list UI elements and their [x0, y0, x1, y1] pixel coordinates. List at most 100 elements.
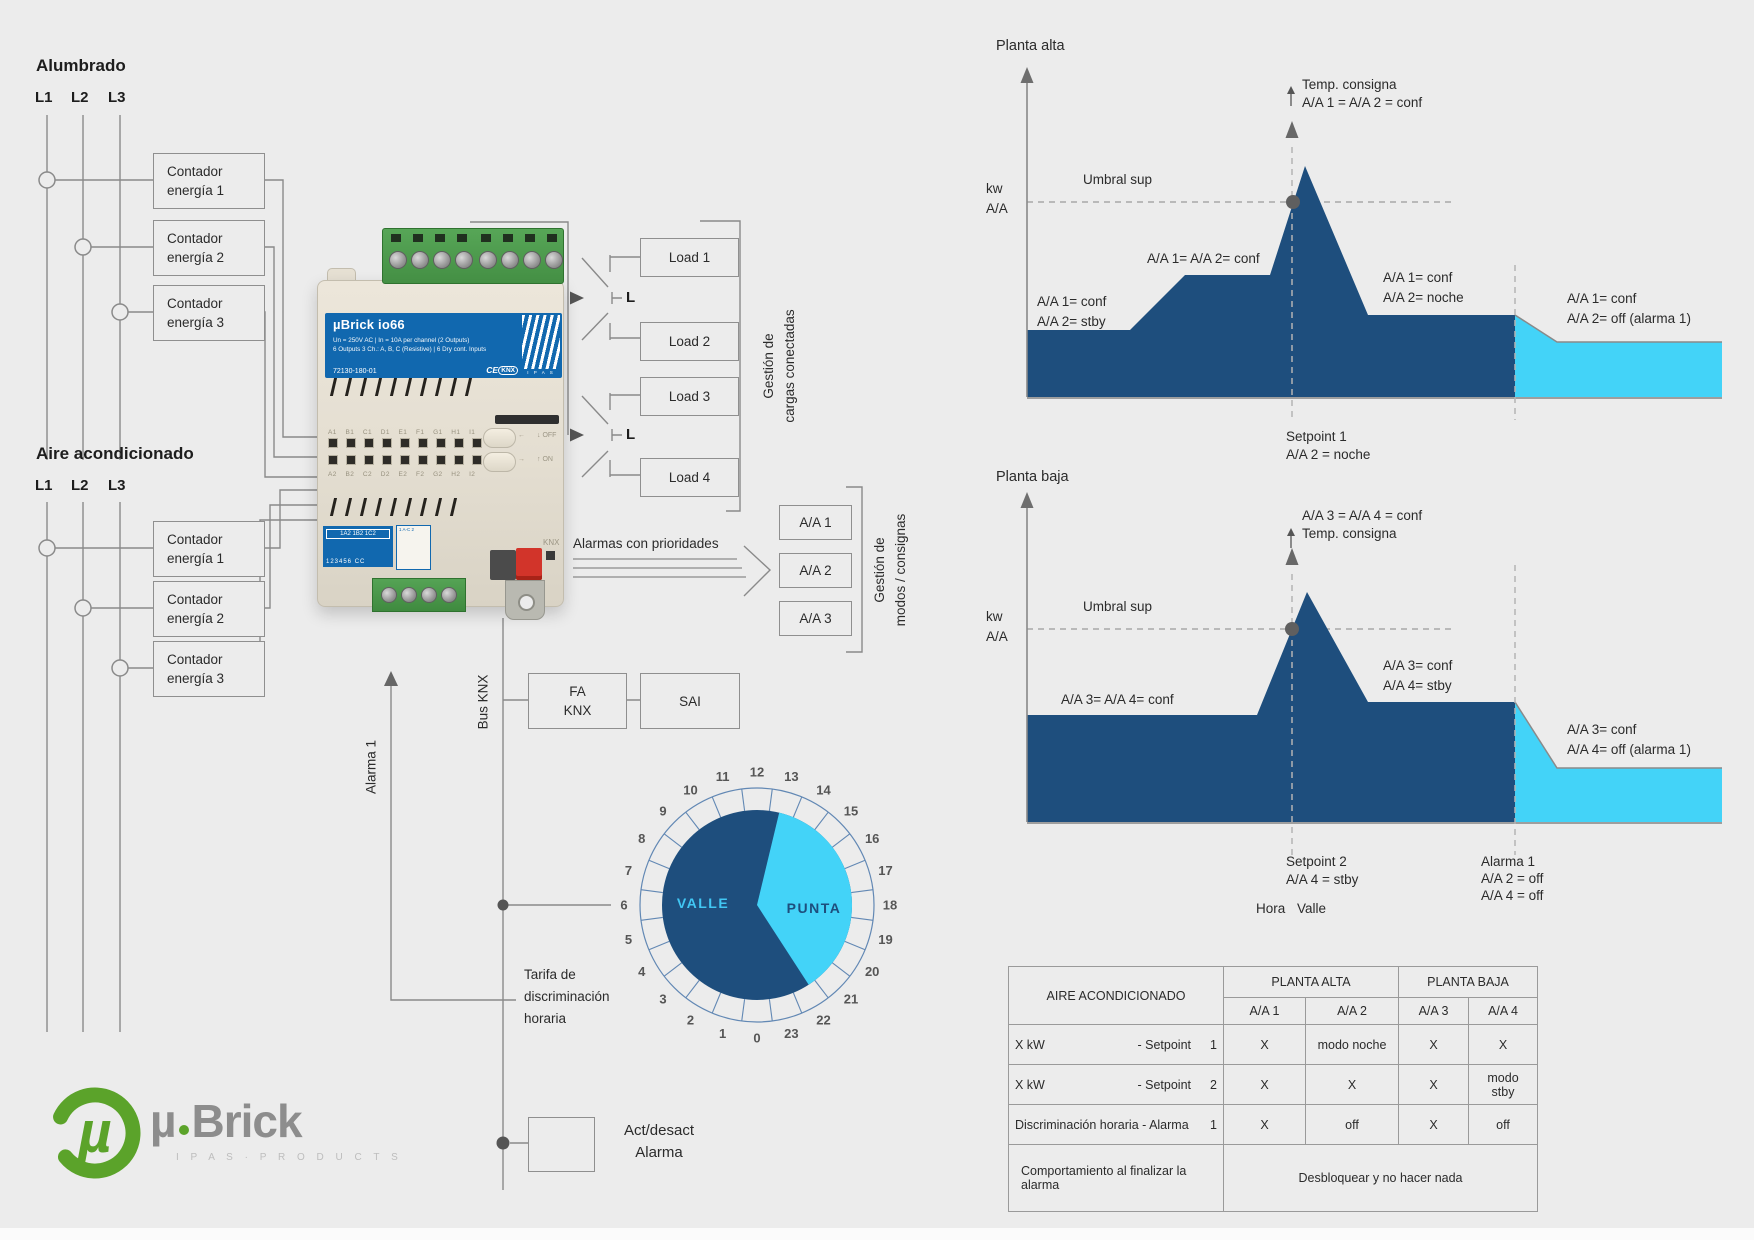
meter-box: Contador energía 1 [153, 153, 265, 209]
loads-bracket-caption: Gestión de cargas conectadas [761, 309, 797, 423]
chart2-hora-label: Hora [1256, 901, 1286, 916]
table-header-alta: PLANTA ALTA [1222, 966, 1400, 998]
chart-area-on [1027, 592, 1515, 822]
table-subheader: A/A 2 [1304, 997, 1400, 1025]
ubrick-logo-icon: µ [49, 1087, 141, 1179]
table-row-behaviour: Comportamiento al finalizar la alarma De… [1008, 1144, 1539, 1212]
arrow-left-icon: ← [518, 432, 525, 439]
chart1-threshold-label: Umbral sup [1083, 172, 1153, 187]
table-row-alarma1: Discriminación horaria - Alarma 1 X off X… [1008, 1104, 1539, 1145]
chart2-stage-off: A/A 3= conf A/A 4= off (alarma 1) [1567, 722, 1691, 757]
bus-knx-label: Bus KNX [475, 674, 491, 730]
chart-area-off [1515, 702, 1722, 822]
ubrick-device: µBrick io66 Un = 250V AC | In = 10A per … [317, 226, 564, 622]
table-header-main: AIRE ACONDICIONADO [1008, 966, 1224, 1025]
chart1-stage-off: A/A 1= conf A/A 2= off (alarma 1) [1567, 291, 1691, 326]
chart2-valle-label: Valle [1297, 901, 1327, 916]
phase-l2-hvac: L2 [71, 477, 89, 494]
svg-text:19: 19 [878, 932, 892, 947]
chart1-ylabel: kw A/A [986, 181, 1008, 216]
svg-text:11: 11 [716, 769, 730, 784]
svg-text:22: 22 [816, 1013, 830, 1028]
sai-box: SAI [640, 673, 740, 729]
chart2-alarm-note: Alarma 1 A/A 2 = off A/A 4 = off [1481, 854, 1544, 903]
svg-text:µ: µ [76, 1100, 111, 1165]
chart2-peak-label: A/A 3 = A/A 4 = conf Temp. consigna [1302, 508, 1423, 541]
svg-text:7: 7 [625, 863, 632, 878]
load-box: Load 1 [640, 238, 739, 277]
svg-text:16: 16 [865, 831, 879, 846]
fa-knx-box: FA KNX [528, 673, 627, 729]
svg-text:2: 2 [687, 1013, 694, 1028]
act-desact-button-box [528, 1117, 595, 1172]
ce-mark: CE [486, 365, 498, 375]
svg-text:21: 21 [844, 992, 858, 1007]
din-clip [505, 580, 545, 620]
device-slot [495, 415, 559, 424]
table-subheader: A/A 1 [1223, 997, 1306, 1025]
knx-mark: KNX [498, 366, 518, 375]
input-labels-row2: A2 B2 C2 D2 E2 F2 G2 H2 I2 [328, 471, 476, 478]
meter-box: Contador energía 3 [153, 285, 265, 341]
svg-text:1: 1 [719, 1026, 726, 1041]
load-box: Load 4 [640, 458, 739, 497]
chart2-setpoint-label: Setpoint 2 A/A 4 = stby [1286, 854, 1359, 887]
svg-text:12: 12 [750, 765, 764, 780]
svg-text:6: 6 [620, 898, 627, 913]
alarma1-wire-label: Alarma 1 [363, 739, 379, 795]
chart1-peak-label: Temp. consigna A/A 1 = A/A 2 = conf [1302, 77, 1423, 110]
device-button-on [483, 452, 516, 472]
ipas-logo: I P A S [522, 315, 560, 376]
junction-dots [496, 899, 510, 1150]
chart1-title: Planta alta [996, 38, 1065, 54]
input-labels-row1: A1 B1 C1 D1 E1 F1 G1 H1 I1 [328, 429, 476, 436]
aa-unit-box: A/A 3 [779, 601, 852, 636]
chart2-title: Planta baja [996, 469, 1069, 485]
chart2-threshold-label: Umbral sup [1083, 599, 1153, 614]
channel-label: 1A2 1B2 1C2 123456 CC [323, 526, 393, 567]
modes-table: AIRE ACONDICIONADO PLANTA ALTA PLANTA BA… [1008, 966, 1539, 1212]
chart2-ylabel: kw A/A [986, 609, 1008, 644]
svg-text:4: 4 [638, 964, 646, 979]
arrow-right-icon: → [518, 456, 525, 463]
svg-text:10: 10 [683, 782, 697, 797]
input-windows-row2 [328, 455, 482, 465]
knx-connector-red [516, 548, 542, 580]
svg-text:17: 17 [878, 863, 892, 878]
ubrick-logo-text: µ Brick [150, 1095, 303, 1147]
logo-tagline: I P A S · P R O D U C T S [176, 1152, 403, 1163]
aa-unit-box: A/A 2 [779, 553, 852, 588]
line-terminal-label: L [626, 426, 636, 443]
table-header-baja: PLANTA BAJA [1398, 966, 1539, 998]
chart1-setpoint-label: Setpoint 1 A/A 2 = noche [1286, 429, 1371, 462]
device-top-terminal [382, 228, 564, 284]
load-box: Load 2 [640, 322, 739, 361]
knx-connector-dark [490, 550, 516, 580]
modes-bracket-caption: Gestión de modos / consignas [872, 513, 908, 627]
chart-area-on [1027, 166, 1515, 397]
meter-box: Contador energía 2 [153, 581, 265, 637]
clock-punta-label: PUNTA [787, 900, 842, 916]
bottom-strip [0, 1228, 1754, 1240]
wiring-mini-diagram: 1 A-C 2 [396, 525, 431, 570]
chart1-stage-conf: A/A 1= A/A 2= conf [1147, 251, 1260, 266]
table-subheader: A/A 3 [1398, 997, 1470, 1025]
meter-box: Contador energía 1 [153, 521, 265, 577]
clock-valle-label: VALLE [677, 895, 729, 911]
meter-box: Contador energía 2 [153, 220, 265, 276]
knx-port-label: KNX [543, 538, 560, 547]
knx-prog-button [546, 551, 555, 560]
phase-l1: L1 [35, 89, 53, 106]
svg-text:23: 23 [784, 1026, 798, 1041]
logo-dot-icon [178, 1125, 189, 1135]
alarm-up-arrow-icon [384, 671, 398, 686]
act-desact-label: Act/desact Alarma [623, 1122, 695, 1161]
svg-text:0: 0 [753, 1031, 760, 1046]
table-subheader: A/A 4 [1468, 997, 1539, 1025]
svg-text:14: 14 [816, 782, 831, 797]
tap-circles [38, 171, 129, 677]
chart1-stage-noche: A/A 1= conf A/A 2= noche [1383, 270, 1464, 305]
output-arrows [570, 291, 584, 442]
